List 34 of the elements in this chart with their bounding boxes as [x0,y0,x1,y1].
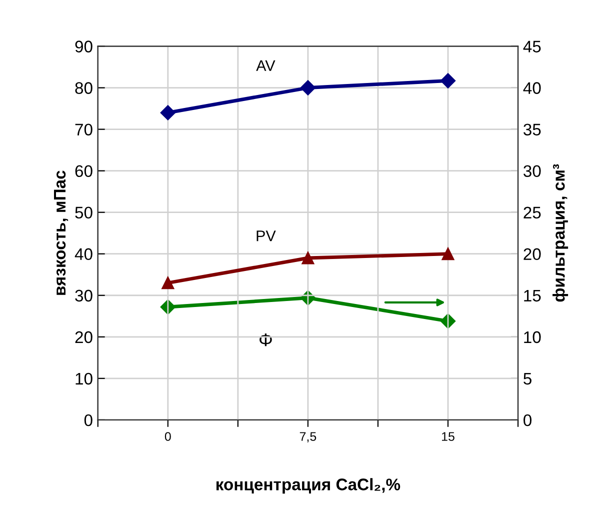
point [160,105,176,120]
y-tick-label: 70 [75,124,92,136]
y2-tick-label: 0 [524,414,532,426]
y-tick-label: 90 [75,40,92,52]
series-label: AV [256,60,276,71]
y-tick-label: 50 [75,206,92,219]
point [300,80,316,96]
x-axis-title: концентрация CaCl₂,% [216,478,400,494]
y2-tick-label: 5 [524,372,532,385]
x-tick-label: 15 [442,432,454,441]
series-label: PV [256,230,276,242]
y-tick-label: 30 [75,290,92,302]
y-tick-label: 60 [75,165,92,178]
y2-tick-label: 30 [524,165,541,178]
point [440,73,456,88]
y-tick-label: 10 [76,372,92,385]
x-tick-label: 0 [164,432,171,441]
y2-tick-label: 35 [524,124,541,136]
y2-tick-label: 15 [524,290,541,302]
y-tick-label: 80 [75,82,92,94]
y-tick-label: 20 [75,331,92,344]
y-tick-label: 0 [84,414,92,426]
y2-tick-label: 10 [524,331,541,344]
y-axis-title: вязкость, мПас [54,170,68,295]
y-tick-label: 40 [74,248,92,260]
y2-tick-label: 25 [524,206,541,219]
y2-tick-label: 40 [523,82,541,94]
point [162,276,174,290]
y2-axis-title: фильтрация, см³ [552,164,568,302]
point [302,252,314,264]
y2-tick-label: 45 [523,40,541,52]
y2-tick-label: 20 [524,248,541,260]
x-tick-label: 7,5 [300,432,316,442]
point [442,248,454,260]
